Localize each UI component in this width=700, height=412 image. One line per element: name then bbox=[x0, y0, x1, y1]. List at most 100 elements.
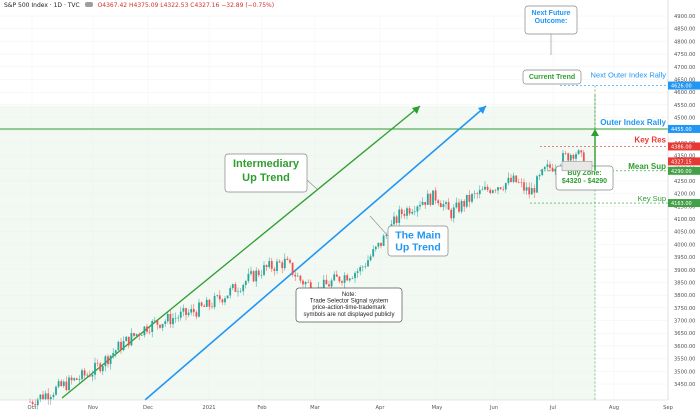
candle bbox=[517, 178, 520, 184]
time-tick-label: Jun bbox=[489, 405, 498, 411]
candle bbox=[291, 262, 294, 277]
candle bbox=[455, 197, 458, 209]
ohlc-values: O4367.42 H4375.09 L4322.53 C4327.16 −32.… bbox=[97, 2, 275, 9]
candle bbox=[153, 316, 156, 323]
candle bbox=[166, 311, 169, 324]
main-trend-arrowhead bbox=[478, 106, 486, 114]
candle bbox=[138, 332, 141, 341]
price-tick-label: 4800.00 bbox=[674, 39, 695, 45]
candle bbox=[130, 328, 133, 347]
candle bbox=[348, 277, 351, 283]
candle bbox=[273, 266, 276, 276]
candle bbox=[296, 272, 299, 277]
candle bbox=[101, 363, 104, 376]
price-tick-label: 3800.00 bbox=[674, 293, 695, 299]
time-tick-label: Oct bbox=[28, 405, 37, 411]
candle bbox=[377, 242, 380, 249]
candle bbox=[73, 377, 76, 382]
candle bbox=[361, 265, 364, 272]
candle bbox=[122, 336, 125, 352]
candle bbox=[502, 185, 505, 192]
price-tick-label: 4650.00 bbox=[674, 77, 695, 83]
key-res-label: Key Res bbox=[634, 135, 666, 144]
key-sup-label: Key Sup bbox=[638, 194, 666, 203]
candle bbox=[125, 335, 128, 342]
candle bbox=[104, 354, 107, 372]
candle bbox=[109, 355, 112, 370]
candle bbox=[413, 206, 416, 216]
candle bbox=[252, 270, 255, 283]
candle bbox=[57, 378, 60, 389]
candle bbox=[546, 159, 549, 172]
candle bbox=[218, 290, 221, 303]
candle bbox=[567, 152, 570, 162]
candle bbox=[185, 307, 187, 321]
price-tick-label: 4200.00 bbox=[674, 192, 695, 198]
candle bbox=[205, 296, 208, 308]
price-tag bbox=[668, 199, 700, 208]
note-box: Note: Trade Selector Signal system price-a… bbox=[295, 287, 403, 323]
candle bbox=[242, 283, 245, 296]
candle bbox=[86, 372, 89, 377]
candle bbox=[52, 392, 55, 401]
candle bbox=[445, 200, 447, 209]
price-tick-label: 3950.00 bbox=[674, 255, 695, 261]
price-tag-label: 4455.00 bbox=[671, 127, 692, 133]
candle bbox=[372, 245, 375, 258]
candle bbox=[156, 320, 159, 330]
candle bbox=[216, 294, 219, 298]
candle bbox=[403, 209, 406, 219]
candle bbox=[260, 269, 263, 279]
candle bbox=[83, 367, 86, 381]
candle bbox=[307, 279, 310, 283]
candle bbox=[335, 270, 338, 277]
candle bbox=[330, 278, 333, 289]
candle bbox=[127, 336, 130, 349]
candle bbox=[70, 375, 73, 385]
price-tick-label: 3450.00 bbox=[674, 382, 695, 388]
candle bbox=[338, 276, 341, 284]
candle bbox=[120, 337, 122, 354]
candle bbox=[549, 161, 551, 172]
candle bbox=[419, 200, 421, 210]
candle bbox=[463, 199, 466, 212]
candle bbox=[478, 185, 481, 199]
candle bbox=[299, 274, 302, 284]
price-tick-label: 3650.00 bbox=[674, 331, 695, 337]
time-tick-label: Feb bbox=[257, 405, 267, 411]
candlestick-series bbox=[29, 149, 585, 410]
candle bbox=[78, 375, 81, 384]
candle bbox=[263, 261, 265, 277]
time-tick-label: Nov bbox=[88, 405, 98, 411]
price-tag-label: 4163.00 bbox=[671, 201, 692, 207]
candle bbox=[536, 174, 538, 193]
price-tag-label: 4327.15 bbox=[671, 159, 692, 165]
price-tick-label: 3500.00 bbox=[674, 369, 695, 375]
candle bbox=[211, 302, 213, 309]
price-tick-label: 4850.00 bbox=[674, 27, 695, 33]
candle bbox=[507, 172, 510, 186]
candle bbox=[164, 319, 167, 327]
candle bbox=[294, 269, 297, 281]
candle bbox=[538, 173, 541, 180]
candle bbox=[491, 189, 494, 194]
candle bbox=[432, 190, 434, 206]
price-tick-label: 4000.00 bbox=[674, 242, 695, 248]
candle bbox=[421, 197, 424, 206]
candle bbox=[192, 304, 195, 317]
candle bbox=[452, 204, 455, 223]
candle bbox=[471, 192, 473, 204]
visibility-icon[interactable] bbox=[84, 2, 93, 7]
candle bbox=[91, 370, 94, 382]
candle bbox=[424, 201, 427, 209]
price-tag bbox=[668, 81, 700, 90]
candle bbox=[374, 245, 377, 252]
candle bbox=[221, 298, 224, 306]
candle bbox=[203, 304, 206, 307]
candle bbox=[29, 398, 31, 403]
candle bbox=[450, 207, 453, 222]
time-tick-label: Aug bbox=[609, 405, 619, 411]
